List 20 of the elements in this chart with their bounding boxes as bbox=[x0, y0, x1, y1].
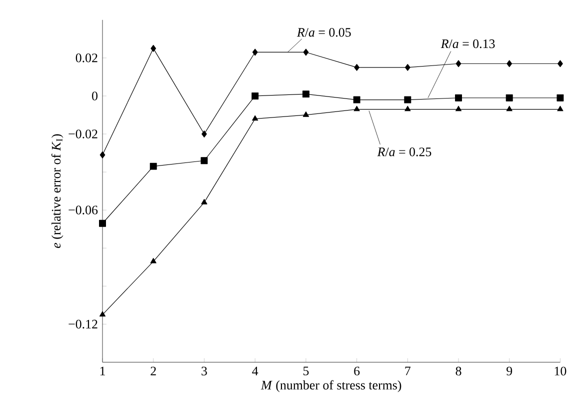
x-tick-label: 2 bbox=[150, 366, 156, 376]
x-tick-label: 7 bbox=[405, 366, 411, 376]
x-tick-label: 8 bbox=[456, 366, 462, 376]
x-tick-label: 3 bbox=[202, 366, 207, 376]
y-tick-label: −0.06 bbox=[68, 206, 98, 214]
y-tick-label: −0.12 bbox=[68, 320, 98, 329]
y-tick-label: 0 bbox=[92, 92, 98, 100]
x-axis-title: M (number of stress terms) bbox=[260, 380, 402, 392]
x-tick-label: 4 bbox=[252, 366, 258, 376]
x-tick-label: 1 bbox=[100, 366, 105, 376]
x-tick-label: 10 bbox=[554, 366, 566, 376]
series-label: R/a = 0.05 bbox=[296, 28, 351, 37]
x-tick-label: 5 bbox=[303, 366, 309, 376]
y-tick-label: 0.02 bbox=[76, 54, 98, 62]
x-tick-label: 6 bbox=[354, 366, 360, 376]
x-tick-label: 9 bbox=[506, 366, 512, 376]
y-tick-label: −0.02 bbox=[68, 130, 98, 138]
text: R/a = 0.25 bbox=[377, 148, 432, 156]
text: R/a = 0.13 bbox=[440, 39, 495, 48]
y-axis-title: e (relative error of K$_{I}$) bbox=[51, 134, 64, 248]
